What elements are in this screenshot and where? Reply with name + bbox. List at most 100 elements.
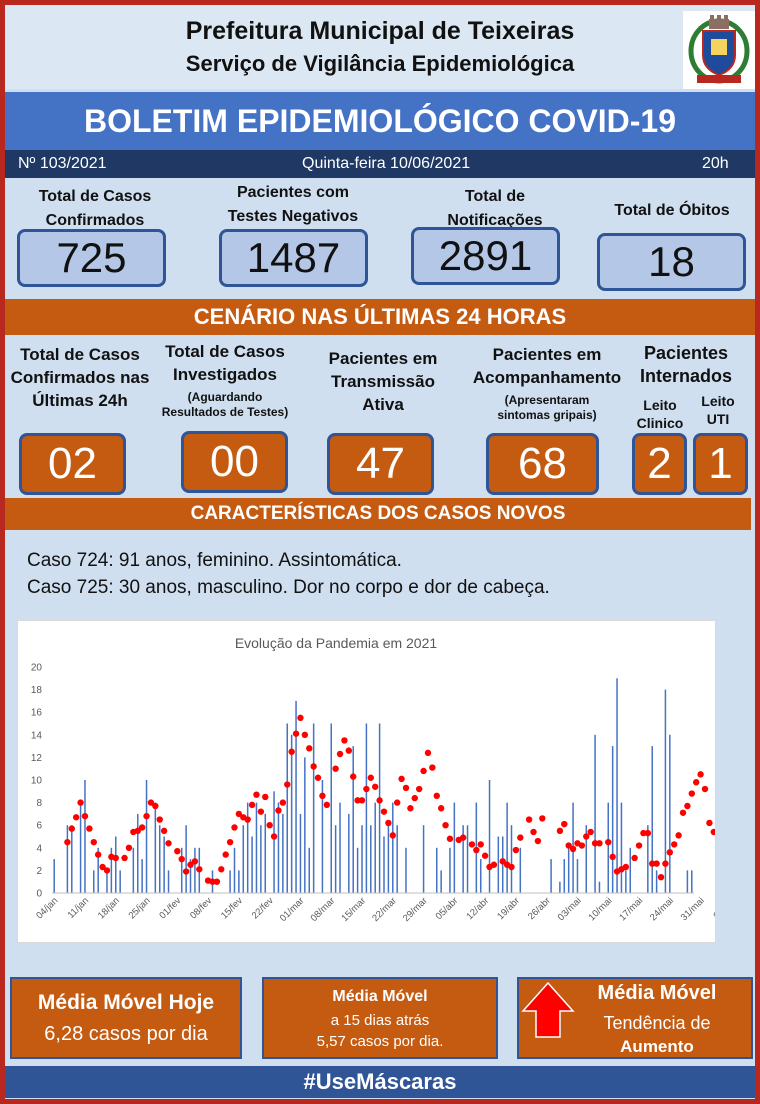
header-title: Prefeitura Municipal de Teixeiras xyxy=(185,17,575,45)
total-confirmed-label: Total de Casos Confirmados xyxy=(20,185,170,233)
moving-average-point xyxy=(534,837,542,845)
moving-average-point xyxy=(121,854,128,862)
bar xyxy=(264,813,267,893)
active-transmission-value: 47 xyxy=(327,433,434,495)
moving-average-point xyxy=(103,867,111,874)
x-tick-label: 31/mai xyxy=(679,895,707,923)
bar xyxy=(137,813,139,893)
bulletin-date: Quinta-feira 10/06/2021 xyxy=(302,155,471,172)
moving-average-point xyxy=(160,827,168,835)
bar xyxy=(405,847,407,893)
moving-average-point xyxy=(508,863,515,871)
moving-average-point xyxy=(411,794,418,802)
investigated-value: 00 xyxy=(181,431,288,493)
moving-average-point xyxy=(306,745,313,752)
moving-average-point xyxy=(649,860,656,867)
bar xyxy=(167,870,170,893)
y-tick-label: 10 xyxy=(31,776,43,787)
case-724: Caso 724: 91 anos, feminino. Assintomáti… xyxy=(27,550,402,571)
moving-average-point xyxy=(86,825,93,832)
moving-average-point xyxy=(473,846,480,854)
monitoring-sublabel: (Apresentaram sintomas gripais) xyxy=(467,393,627,423)
total-deaths-label: Total de Óbitos xyxy=(614,202,730,219)
bar xyxy=(664,689,667,893)
moving-average-point xyxy=(499,858,506,865)
moving-average-point xyxy=(174,847,181,855)
bar xyxy=(233,847,236,893)
case-725: Caso 725: 30 anos, masculino. Dor no cor… xyxy=(27,577,550,598)
moving-average-point xyxy=(156,816,163,823)
bar xyxy=(585,825,588,893)
bar xyxy=(330,723,332,893)
moving-average-point xyxy=(385,819,392,827)
moving-average-point xyxy=(68,825,75,832)
bar xyxy=(348,813,350,893)
bar xyxy=(246,802,249,893)
moving-average-point xyxy=(688,790,695,797)
confirmed-24h-label-line-3: Últimas 24h xyxy=(32,391,128,410)
bar xyxy=(79,802,82,893)
x-tick-label: 08/fev xyxy=(188,895,214,921)
moving-average-point xyxy=(279,799,287,806)
y-tick-label: 8 xyxy=(36,798,42,809)
moving-average-today-value: 6,28 casos por dia xyxy=(44,1023,208,1045)
bar xyxy=(422,825,425,893)
bar xyxy=(392,802,394,893)
x-tick-label: 05/abr xyxy=(434,895,461,922)
moving-average-point xyxy=(666,849,674,856)
bar xyxy=(189,859,192,893)
confirmed-24h-value: 02 xyxy=(19,433,126,495)
moving-average-point xyxy=(363,785,370,793)
bar xyxy=(611,746,614,893)
moving-average-today: Média Móvel Hoje 6,28 casos por dia xyxy=(10,977,242,1059)
x-tick-label: 12/abr xyxy=(464,895,491,922)
icu-label-line-2: UTI xyxy=(706,411,730,427)
bar xyxy=(374,802,376,893)
moving-average-point xyxy=(196,866,203,873)
moving-average-point xyxy=(72,814,80,821)
ward-value: 2 xyxy=(632,433,687,495)
bar xyxy=(242,825,245,893)
moving-average-point xyxy=(578,842,586,849)
moving-average-point xyxy=(358,797,366,804)
moving-average-point xyxy=(310,763,317,770)
moving-average-point xyxy=(512,846,520,854)
total-confirmed-label-line-1: Total de Casos xyxy=(38,188,152,205)
moving-average-point xyxy=(591,840,599,847)
icu-label-line-1: Leito xyxy=(701,393,735,409)
moving-average-point xyxy=(609,853,616,861)
moving-average-point xyxy=(446,835,454,842)
moving-average-point xyxy=(407,805,414,812)
moving-average-trend-line-1: Tendência de xyxy=(603,1013,711,1033)
active-transmission-label-line-1: Pacientes em xyxy=(328,349,438,368)
bar xyxy=(436,847,438,893)
total-notifications-label: Total de Notificações xyxy=(415,185,575,233)
bar xyxy=(594,734,596,893)
moving-average-point xyxy=(218,866,225,873)
bar xyxy=(625,870,627,893)
header-subtitle: Serviço de Vigilância Epidemiológica xyxy=(185,51,575,76)
x-tick-label: 15/fev xyxy=(219,895,245,921)
total-negative-label: Pacientes com Testes Negativos xyxy=(213,181,373,229)
bar xyxy=(141,859,143,893)
bar xyxy=(370,825,372,893)
moving-average-point xyxy=(147,799,155,806)
moving-average-point xyxy=(517,834,524,841)
moving-average-point xyxy=(433,792,440,800)
bar xyxy=(158,825,161,893)
moving-average-point xyxy=(376,797,383,804)
moving-average-point xyxy=(565,842,572,849)
confirmed-24h-label-line-2: Confirmados nas xyxy=(10,368,150,387)
bar xyxy=(352,746,354,893)
bar xyxy=(449,847,451,893)
hospitalized-label-line-1: Pacientes xyxy=(643,343,729,363)
moving-average-point xyxy=(323,801,331,809)
moving-average-point xyxy=(244,816,251,823)
moving-average-point xyxy=(90,838,97,846)
moving-average-point xyxy=(442,822,449,829)
x-tick-label: 07/jun xyxy=(711,895,715,921)
active-transmission-label: Pacientes em Transmissão Ativa xyxy=(308,347,458,416)
moving-average-point xyxy=(345,747,353,754)
investigated-label: Total de Casos Investigados xyxy=(150,340,300,386)
icu-label: Leito UTI xyxy=(690,392,746,428)
